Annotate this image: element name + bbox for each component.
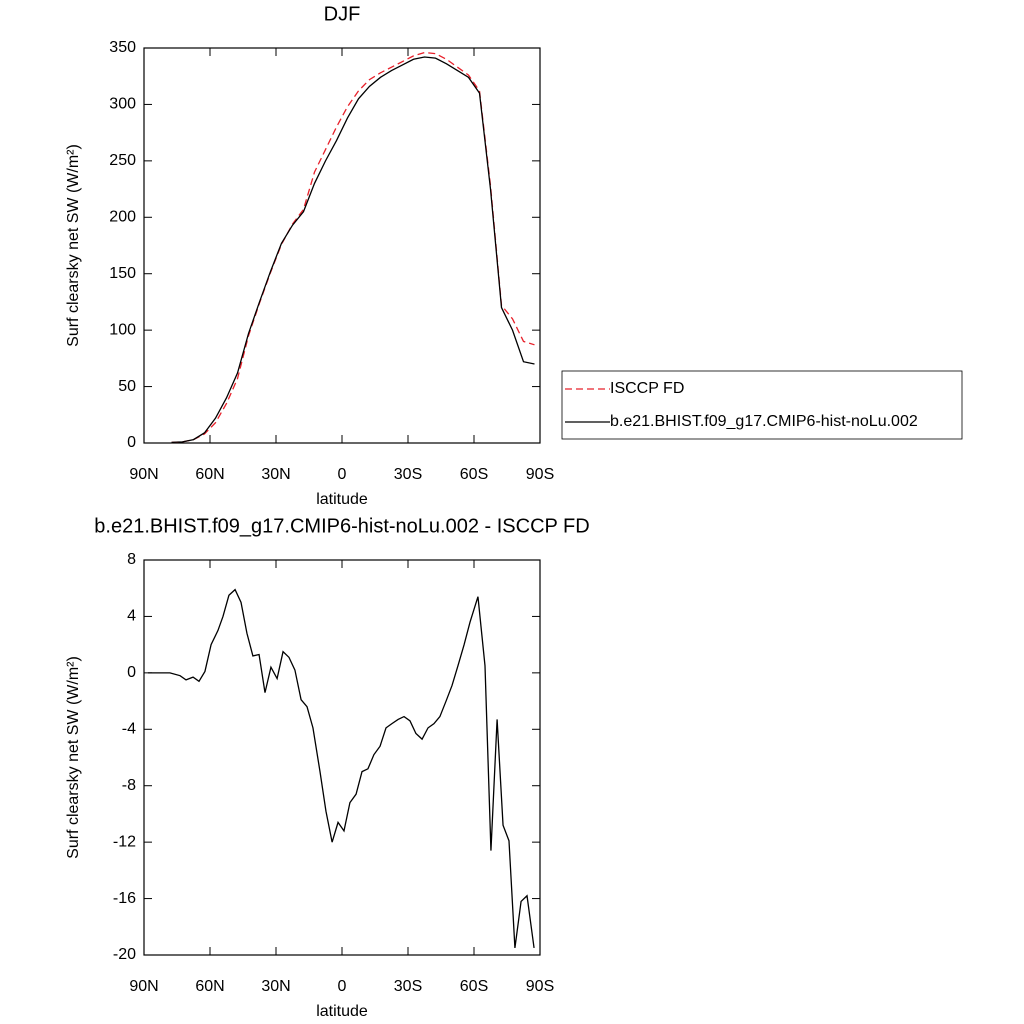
y-tick-label: 250 bbox=[109, 152, 136, 169]
x-tick-label: 60S bbox=[460, 978, 488, 995]
y-tick-label: -4 bbox=[122, 721, 136, 738]
x-tick-label: 90S bbox=[526, 466, 554, 483]
y-tick-label: -20 bbox=[113, 946, 136, 963]
x-axis-label: latitude bbox=[316, 491, 368, 508]
y-tick-label: 300 bbox=[109, 96, 136, 113]
data-line bbox=[171, 56, 535, 444]
y-tick-label: 0 bbox=[127, 664, 136, 681]
x-tick-label: 60N bbox=[195, 978, 224, 995]
x-tick-label: 60N bbox=[195, 466, 224, 483]
x-tick-label: 30N bbox=[261, 466, 290, 483]
x-tick-label: 30S bbox=[394, 466, 422, 483]
y-tick-label: -12 bbox=[113, 833, 136, 850]
x-axis-label: latitude bbox=[316, 1003, 368, 1020]
y-axis-label: Surf clearsky net SW (W/m²) bbox=[65, 656, 82, 859]
chart-title: b.e21.BHIST.f09_g17.CMIP6-hist-noLu.002 … bbox=[94, 515, 589, 537]
y-tick-label: 100 bbox=[109, 321, 136, 338]
legend-label: ISCCP FD bbox=[610, 380, 684, 397]
y-tick-label: 0 bbox=[127, 434, 136, 451]
y-tick-label: -16 bbox=[113, 890, 136, 907]
x-tick-label: 30S bbox=[394, 978, 422, 995]
data-line bbox=[171, 51, 535, 444]
y-tick-label: 150 bbox=[109, 265, 136, 282]
y-axis-label: Surf clearsky net SW (W/m²) bbox=[65, 144, 82, 347]
y-tick-label: 200 bbox=[109, 209, 136, 226]
y-tick-label: 50 bbox=[118, 378, 136, 395]
y-tick-label: 350 bbox=[109, 39, 136, 56]
x-tick-label: 90N bbox=[129, 978, 158, 995]
x-tick-label: 90N bbox=[129, 466, 158, 483]
legend-label: b.e21.BHIST.f09_g17.CMIP6-hist-noLu.002 bbox=[610, 413, 918, 430]
y-tick-label: -8 bbox=[122, 777, 136, 794]
x-tick-label: 0 bbox=[338, 466, 347, 483]
x-tick-label: 90S bbox=[526, 978, 554, 995]
x-tick-label: 30N bbox=[261, 978, 290, 995]
x-tick-label: 60S bbox=[460, 466, 488, 483]
y-tick-label: 4 bbox=[127, 608, 136, 625]
y-tick-label: 8 bbox=[127, 551, 136, 568]
x-tick-label: 0 bbox=[338, 978, 347, 995]
chart-title: DJF bbox=[324, 3, 361, 25]
legend-box bbox=[561, 370, 963, 440]
data-line bbox=[147, 588, 535, 949]
